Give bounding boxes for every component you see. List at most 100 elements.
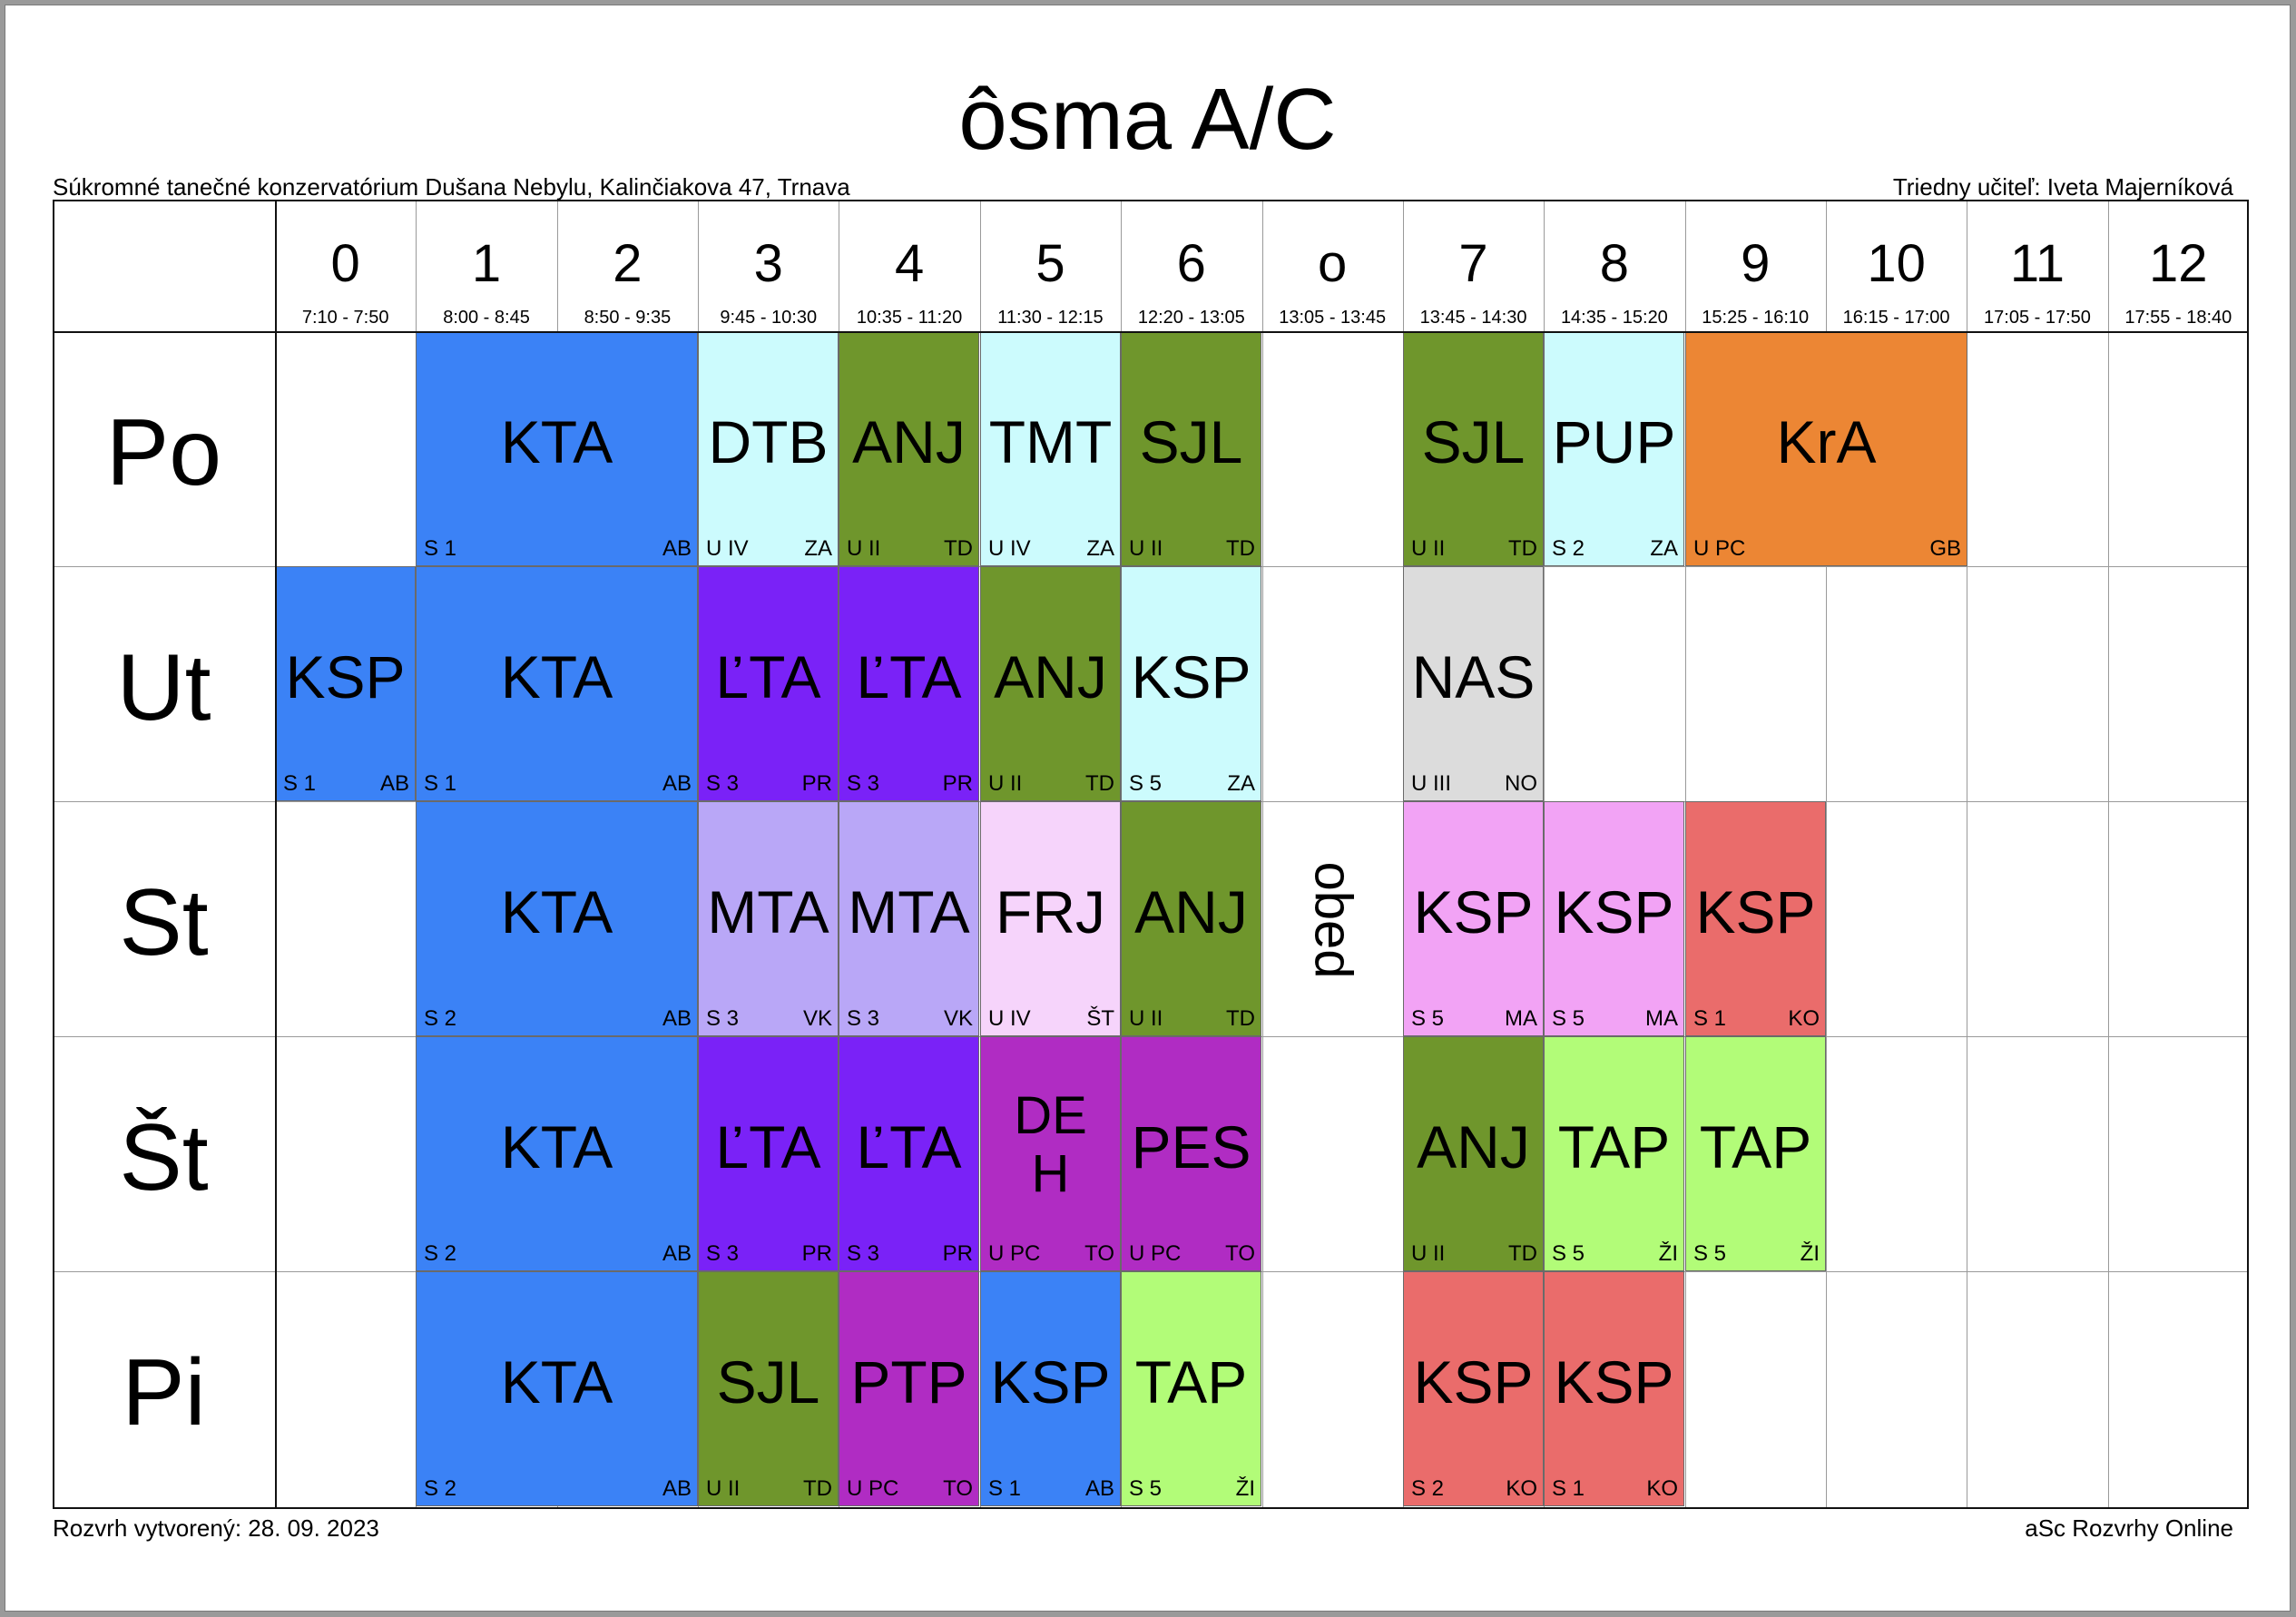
lesson-teacher: PR	[942, 771, 973, 796]
lesson-teacher: TO	[943, 1476, 973, 1501]
lesson-block[interactable]: KTA S 2 AB	[416, 1036, 698, 1271]
lesson-subject: KTA	[500, 1112, 613, 1181]
lesson-block[interactable]: TAP S 5 ŽI	[1544, 1036, 1684, 1271]
lesson-subject: TAP	[1134, 1348, 1248, 1416]
lesson-group: U IV	[988, 1006, 1031, 1031]
lesson-block[interactable]: ANJ U II TD	[839, 331, 979, 566]
created-date: Rozvrh vytvorený: 28. 09. 2023	[53, 1514, 379, 1542]
lesson-subject: KSP	[1413, 1348, 1534, 1416]
lesson-block[interactable]: KSP S 1 KO	[1544, 1271, 1684, 1506]
grid-column-line	[1826, 200, 1827, 1509]
lesson-subject: PUP	[1552, 407, 1676, 475]
lesson-block[interactable]: KSP S 1 AB	[275, 566, 416, 801]
lesson-block[interactable]: KSP S 2 KO	[1403, 1271, 1544, 1506]
lesson-block[interactable]: SJL U II TD	[1403, 331, 1544, 566]
lesson-subject: MTA	[707, 877, 829, 946]
period-number: 8	[1599, 234, 1629, 293]
lesson-teacher: TD	[1508, 536, 1537, 561]
lesson-block[interactable]: ĽTA S 3 PR	[698, 566, 839, 801]
period-header: 0 7:10 - 7:50	[275, 200, 416, 331]
period-time: 8:00 - 8:45	[443, 308, 530, 328]
lesson-block[interactable]: KTA S 1 AB	[416, 566, 698, 801]
lesson-block[interactable]: KTA S 2 AB	[416, 1271, 698, 1506]
lesson-group: S 3	[847, 1241, 880, 1266]
lesson-teacher: MA	[1645, 1006, 1678, 1031]
lesson-group: S 2	[424, 1241, 457, 1266]
lesson-subject: DE H	[981, 1086, 1120, 1202]
lesson-block[interactable]: KrA U PC GB	[1685, 331, 1967, 566]
lesson-block[interactable]: DTB U IV ZA	[698, 331, 839, 566]
lesson-block[interactable]: TAP S 5 ŽI	[1121, 1271, 1261, 1506]
day-label: Št	[119, 1105, 209, 1210]
lesson-block[interactable]: KSP S 5 MA	[1403, 801, 1544, 1036]
period-time: 15:25 - 16:10	[1702, 308, 1810, 328]
lesson-subject: KTA	[500, 1348, 613, 1416]
lesson-block[interactable]: DE H U PC TO	[980, 1036, 1121, 1271]
lesson-subject: KrA	[1776, 407, 1877, 475]
lesson-teacher: ZA	[1227, 771, 1255, 796]
lesson-subject: KTA	[500, 642, 613, 710]
lesson-block[interactable]: KSP S 1 KO	[1685, 801, 1826, 1036]
period-number: 2	[613, 234, 643, 293]
lesson-block[interactable]: ANJ U II TD	[1403, 1036, 1544, 1271]
period-number: 11	[2009, 234, 2065, 293]
lesson-subject-line: DE	[1014, 1085, 1087, 1145]
period-number: 3	[753, 234, 783, 293]
lesson-block[interactable]: KSP S 5 MA	[1544, 801, 1684, 1036]
lesson-group: S 3	[847, 1006, 880, 1031]
lesson-block[interactable]: KSP S 1 AB	[980, 1271, 1121, 1506]
lesson-block[interactable]: KSP S 5 ZA	[1121, 566, 1261, 801]
lesson-teacher: ZA	[1650, 536, 1678, 561]
lesson-block[interactable]: TMT U IV ZA	[980, 331, 1121, 566]
lesson-group: S 5	[1552, 1006, 1585, 1031]
lesson-block[interactable]: NAS U III NO	[1403, 566, 1544, 801]
period-time: 10:35 - 11:20	[856, 308, 963, 328]
lesson-block[interactable]: PUP S 2 ZA	[1544, 331, 1684, 566]
lesson-block[interactable]: ANJ U II TD	[980, 566, 1121, 801]
lesson-block[interactable]: KTA S 1 AB	[416, 331, 698, 566]
period-number: 0	[330, 234, 360, 293]
lesson-teacher: TD	[1085, 771, 1114, 796]
period-time: 9:45 - 10:30	[720, 308, 818, 328]
lesson-block[interactable]: MTA S 3 VK	[698, 801, 839, 1036]
lesson-subject: SJL	[716, 1348, 820, 1416]
lesson-block[interactable]: ANJ U II TD	[1121, 801, 1261, 1036]
period-time: 7:10 - 7:50	[301, 308, 389, 328]
lesson-block[interactable]: PES U PC TO	[1121, 1036, 1261, 1271]
lesson-block[interactable]: MTA S 3 VK	[839, 801, 979, 1036]
lesson-subject: KTA	[500, 407, 613, 475]
lesson-teacher: PR	[801, 771, 832, 796]
period-time: 11:30 - 12:15	[997, 308, 1104, 328]
homeroom-teacher: Triedny učiteľ: Iveta Majerníková	[1892, 173, 2233, 201]
lesson-block[interactable]: FRJ U IV ŠT	[980, 801, 1121, 1036]
lesson-group: U PC	[988, 1241, 1041, 1266]
lesson-subject: ANJ	[1417, 1112, 1530, 1181]
lesson-group: S 1	[424, 771, 457, 796]
lesson-teacher: AB	[662, 771, 692, 796]
lesson-block[interactable]: SJL U II TD	[698, 1271, 839, 1506]
lesson-subject: TAP	[1557, 1112, 1671, 1181]
lesson-subject: ANJ	[852, 407, 966, 475]
lesson-block[interactable]: ĽTA S 3 PR	[698, 1036, 839, 1271]
lesson-subject: KSP	[1554, 877, 1674, 946]
lesson-group: U II	[1129, 536, 1163, 561]
lesson-block[interactable]: PTP U PC TO	[839, 1271, 979, 1506]
lesson-block[interactable]: ĽTA S 3 PR	[839, 1036, 979, 1271]
lesson-block[interactable]: SJL U II TD	[1121, 331, 1261, 566]
timetable-grid: 0 7:10 - 7:50 1 8:00 - 8:45 2 8:50 - 9:35 3 9:4…	[53, 200, 2249, 1509]
period-header: 11 17:05 - 17:50	[1967, 200, 2107, 331]
lesson-group: U II	[1411, 1241, 1446, 1266]
lesson-teacher: AB	[662, 536, 692, 561]
lesson-group: U PC	[1129, 1241, 1182, 1266]
lesson-block[interactable]: KTA S 2 AB	[416, 801, 698, 1036]
lesson-group: S 5	[1411, 1006, 1445, 1031]
period-header: 9 15:25 - 16:10	[1685, 200, 1826, 331]
grid-column-line	[1262, 200, 1263, 1509]
lesson-block[interactable]: ĽTA S 3 PR	[839, 566, 979, 801]
lesson-subject: KSP	[1554, 1348, 1674, 1416]
lesson-subject: KSP	[990, 1348, 1111, 1416]
lesson-block[interactable]: TAP S 5 ŽI	[1685, 1036, 1826, 1271]
lesson-group: S 1	[988, 1476, 1022, 1501]
period-header: 4 10:35 - 11:20	[839, 200, 979, 331]
page-title: ôsma A/C	[958, 71, 1337, 168]
